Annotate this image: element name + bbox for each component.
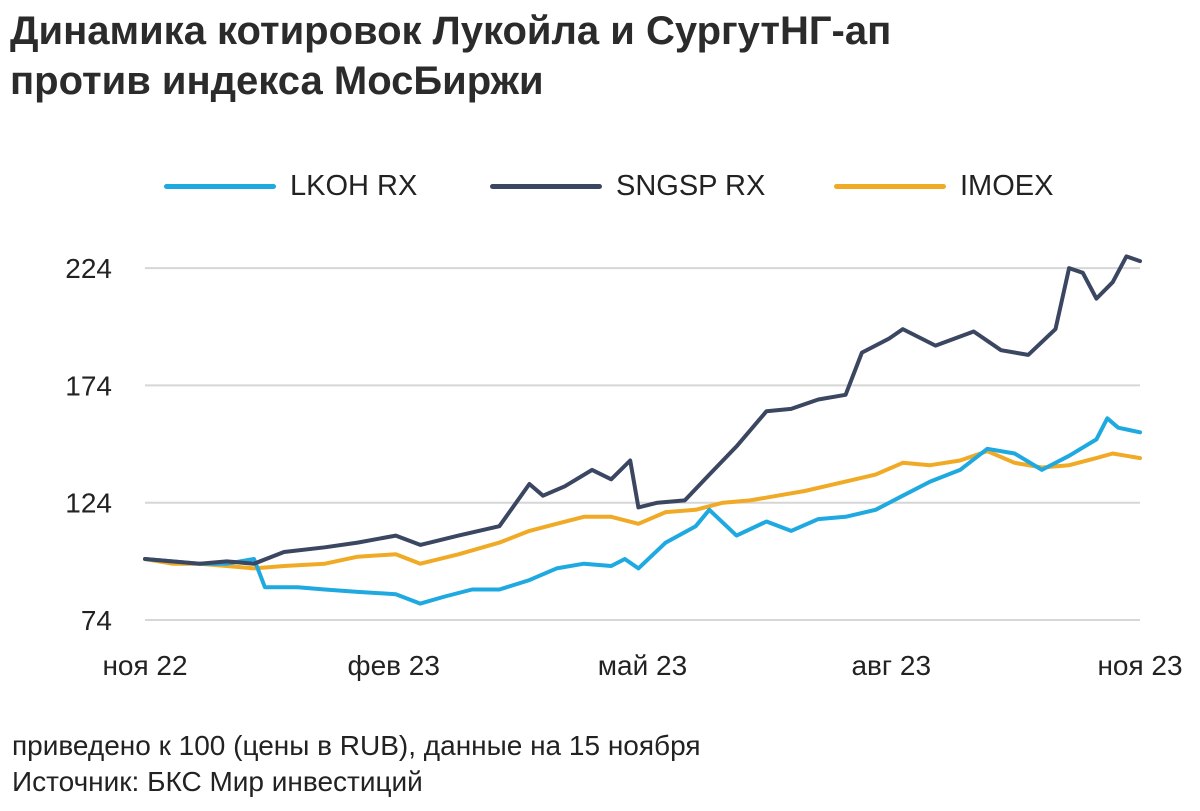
legend-label-lkoh: LKOH RX [290, 169, 418, 202]
chart-title-line-2: против индекса МосБиржи [10, 59, 544, 103]
chart-title-line-1: Динамика котировок Лукойла и СургутНГ-ап [10, 9, 892, 53]
x-tick-label: ноя 23 [1097, 650, 1182, 681]
legend-item-sngsp: SNGSP RX [490, 166, 765, 206]
x-tick-label: май 23 [598, 650, 687, 681]
x-tick-label: фев 23 [348, 650, 440, 681]
chart-title: Динамика котировок Лукойла и СургутНГ-ап… [10, 6, 1190, 106]
legend-swatch-imoex [834, 183, 946, 189]
y-tick-label: 224 [65, 253, 112, 284]
legend-label-imoex: IMOEX [960, 169, 1054, 202]
x-tick-label: ноя 22 [102, 650, 187, 681]
footer-note: приведено к 100 (цены в RUB), данные на … [12, 730, 701, 761]
footer: приведено к 100 (цены в RUB), данные на … [12, 728, 701, 800]
legend-swatch-sngsp [490, 183, 602, 189]
y-tick-label: 74 [81, 605, 112, 636]
legend-swatch-lkoh [164, 183, 276, 189]
footer-source: Источник: БКС Мир инвестиций [12, 766, 423, 797]
y-tick-label: 174 [65, 370, 112, 401]
series-line-lkoh-rx [143, 416, 1142, 606]
series-line-imoex [143, 449, 1142, 571]
legend-label-sngsp: SNGSP RX [616, 169, 766, 202]
x-tick-label: авг 23 [851, 650, 931, 681]
y-tick-label: 124 [65, 488, 112, 519]
legend: LKOH RX SNGSP RX IMOEX [0, 166, 1200, 206]
legend-item-lkoh: LKOH RX [164, 166, 417, 206]
legend-item-imoex: IMOEX [834, 166, 1053, 206]
series-line-sngsp-rx [143, 254, 1142, 566]
